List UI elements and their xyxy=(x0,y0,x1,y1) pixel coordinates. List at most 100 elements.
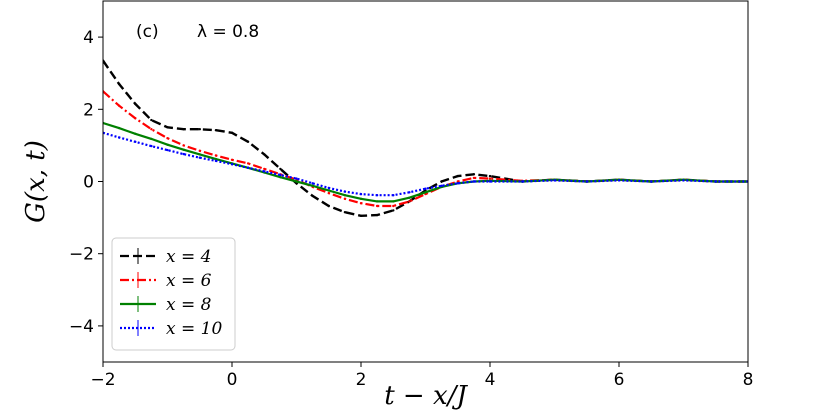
data-point xyxy=(343,211,347,214)
data-point xyxy=(311,194,314,198)
y-tick-label: 2 xyxy=(83,100,94,120)
data-point xyxy=(359,192,363,196)
data-point xyxy=(214,157,218,161)
data-point xyxy=(375,194,379,197)
plot-lines xyxy=(103,59,748,218)
data-point xyxy=(230,163,234,166)
data-point xyxy=(117,82,121,86)
data-point xyxy=(182,152,185,156)
x-tick-label: −2 xyxy=(90,370,115,390)
data-point xyxy=(392,194,395,197)
data-point xyxy=(327,186,330,190)
panel-label: (c) xyxy=(136,22,159,42)
data-point xyxy=(166,137,169,140)
data-point xyxy=(408,196,411,199)
legend-label: x = 6 xyxy=(166,271,212,291)
x-axis-title: t − x/J xyxy=(384,381,468,411)
data-point xyxy=(198,149,201,152)
data-point xyxy=(134,132,137,135)
legend-box xyxy=(111,237,236,351)
data-point xyxy=(375,213,379,217)
legend-label: x = 8 xyxy=(166,295,212,315)
data-point xyxy=(472,173,476,176)
data-point xyxy=(359,214,363,217)
data-point xyxy=(117,104,121,107)
data-point xyxy=(279,167,282,171)
data-point xyxy=(424,187,427,190)
data-point xyxy=(327,189,330,192)
data-point xyxy=(150,118,153,122)
data-point xyxy=(263,167,266,171)
data-point xyxy=(488,180,492,183)
data-point xyxy=(246,166,250,169)
data-point xyxy=(182,148,185,151)
y-axis-title: G(x, t) xyxy=(21,140,51,223)
data-point xyxy=(182,128,185,131)
legend: x = 4 x = 6 x = 8 x = 10 xyxy=(111,237,236,351)
data-point xyxy=(682,179,685,182)
data-point xyxy=(150,144,153,148)
data-point xyxy=(714,180,717,183)
data-point xyxy=(246,140,250,143)
x-tick-label: 6 xyxy=(614,370,625,390)
data-point xyxy=(472,176,476,180)
data-point xyxy=(214,159,218,163)
data-point xyxy=(553,179,556,182)
data-point xyxy=(456,180,459,183)
data-point xyxy=(392,204,395,208)
data-point xyxy=(279,176,282,179)
data-point xyxy=(472,180,476,183)
data-point xyxy=(279,173,282,177)
data-point xyxy=(230,131,234,134)
data-point xyxy=(343,194,347,197)
data-point xyxy=(488,174,492,178)
data-point xyxy=(295,180,298,183)
data-point xyxy=(343,190,347,193)
y-tick-label: −4 xyxy=(69,317,94,337)
data-point xyxy=(150,128,153,131)
data-point xyxy=(134,102,137,106)
data-point xyxy=(408,200,411,203)
data-point xyxy=(198,156,201,159)
data-point xyxy=(392,209,395,212)
data-point xyxy=(456,174,459,178)
data-point xyxy=(424,191,427,194)
data-point xyxy=(134,140,137,143)
data-point xyxy=(327,191,330,195)
data-point xyxy=(182,144,185,147)
lambda-annotation: λ = 0.8 xyxy=(197,22,259,42)
data-point xyxy=(456,182,459,185)
data-point xyxy=(198,128,201,131)
data-point xyxy=(214,154,218,157)
data-point xyxy=(117,136,121,139)
data-point xyxy=(246,162,250,165)
data-point xyxy=(521,180,524,183)
data-point xyxy=(327,204,330,208)
data-point xyxy=(343,197,347,200)
legend-label: x = 10 xyxy=(166,319,222,339)
y-tick-label: 4 xyxy=(83,28,94,48)
data-point xyxy=(230,158,234,161)
data-point xyxy=(440,180,443,183)
y-tick-label: 0 xyxy=(83,173,94,193)
legend-label: x = 4 xyxy=(166,247,211,267)
data-point xyxy=(408,191,411,194)
data-point xyxy=(295,177,298,180)
axes: −2 0 2 4 6 8 −4 −2 0 2 4 xyxy=(69,0,753,390)
data-point xyxy=(392,200,395,203)
data-point xyxy=(359,197,363,200)
data-point xyxy=(214,129,218,132)
data-point xyxy=(311,184,314,187)
data-point xyxy=(375,200,379,203)
data-point xyxy=(585,180,588,183)
data-point xyxy=(166,148,169,152)
data-point xyxy=(375,204,379,208)
data-point xyxy=(134,117,137,120)
x-tick-label: 0 xyxy=(227,370,238,390)
data-point xyxy=(166,143,169,146)
data-point xyxy=(263,153,266,156)
data-point xyxy=(359,202,363,205)
data-point xyxy=(650,180,653,183)
data-point xyxy=(166,126,169,129)
x-tick-label: 4 xyxy=(485,370,496,390)
